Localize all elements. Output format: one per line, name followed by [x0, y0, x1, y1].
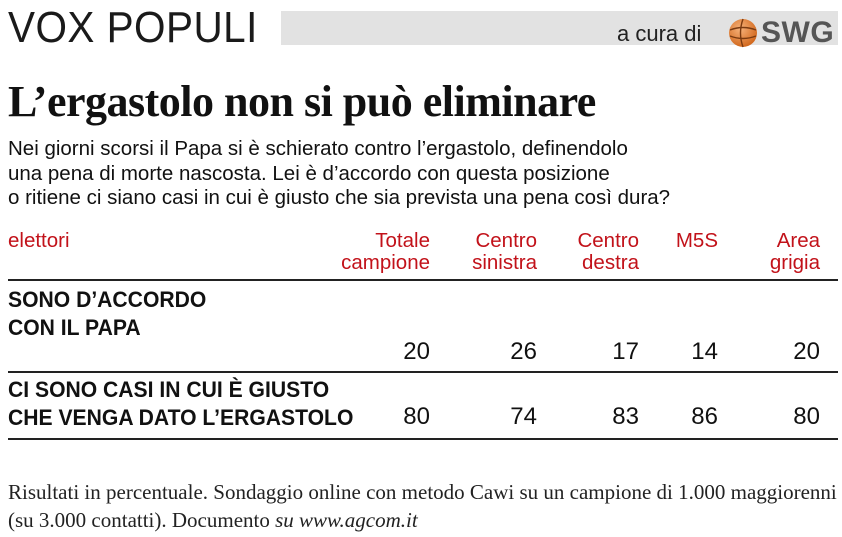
row-label-accordo: SONO D’ACCORDO CON IL PAPA — [8, 286, 206, 342]
column-header-line: Area — [776, 229, 820, 252]
cell-accordo-m5s: 14 — [691, 338, 718, 365]
row-label-ergastolo: CI SONO CASI IN CUI È GIUSTO CHE VENGA D… — [8, 376, 353, 432]
footnote-source: su www.agcom.it — [275, 508, 418, 532]
swg-ball-icon — [729, 18, 757, 48]
column-header-line: Totale — [375, 229, 430, 252]
cell-ergastolo-totale: 80 — [403, 403, 430, 430]
column-header-area-grigia: Area grigia — [770, 230, 820, 274]
footnote: Risultati in percentuale. Sondaggio onli… — [8, 478, 838, 534]
cell-accordo-totale: 20 — [403, 338, 430, 365]
column-header-centro-destra: Centro destra — [577, 230, 639, 274]
cell-accordo-centro-sinistra: 26 — [510, 338, 537, 365]
table-rule-top — [8, 279, 838, 281]
swg-logo: SWG — [727, 15, 841, 51]
swg-logo-text: SWG — [761, 16, 835, 49]
credit-text: a cura di — [617, 21, 702, 46]
column-header-centro-sinistra: Centro sinistra — [472, 230, 537, 274]
column-header-line: Centro — [475, 229, 537, 252]
column-header-line: sinistra — [472, 251, 537, 274]
section-title: VOX POPULI — [8, 3, 258, 52]
cell-accordo-centro-destra: 17 — [612, 338, 639, 365]
row-label-line: CHE VENGA DATO L’ERGASTOLO — [8, 405, 354, 430]
column-header-m5s: M5S — [676, 230, 718, 252]
question-text: Nei giorni scorsi il Papa si è schierato… — [8, 137, 838, 211]
column-header-line: Centro — [577, 229, 639, 252]
column-header-line: M5S — [675, 229, 718, 252]
cell-ergastolo-area-grigia: 80 — [793, 403, 820, 430]
row-label-line: CI SONO CASI IN CUI È GIUSTO — [8, 377, 330, 402]
question-line: una pena di morte nascosta. Lei è d’acco… — [8, 161, 610, 185]
row-header-label: elettori — [8, 229, 70, 252]
row-label-line: CON IL PAPA — [8, 315, 141, 340]
column-header-line: campione — [341, 251, 430, 274]
row-label-line: SONO D’ACCORDO — [8, 287, 207, 312]
table-rule-bottom — [8, 438, 838, 440]
cell-ergastolo-m5s: 86 — [691, 403, 718, 430]
cell-accordo-area-grigia: 20 — [793, 338, 820, 365]
column-header-totale: Totale campione — [341, 230, 430, 274]
cell-ergastolo-centro-sinistra: 74 — [510, 403, 537, 430]
footnote-text: Risultati in percentuale. Sondaggio onli… — [8, 480, 837, 532]
question-line: o ritiene ci siano casi in cui è giusto … — [8, 186, 671, 209]
question-line: Nei giorni scorsi il Papa si è schierato… — [8, 137, 628, 160]
column-header-line: grigia — [769, 251, 820, 274]
page-title: L’ergastolo non si può eliminare — [8, 77, 596, 126]
cell-ergastolo-centro-destra: 83 — [612, 403, 639, 430]
column-header-line: destra — [582, 251, 639, 274]
table-rule-middle — [8, 371, 838, 373]
